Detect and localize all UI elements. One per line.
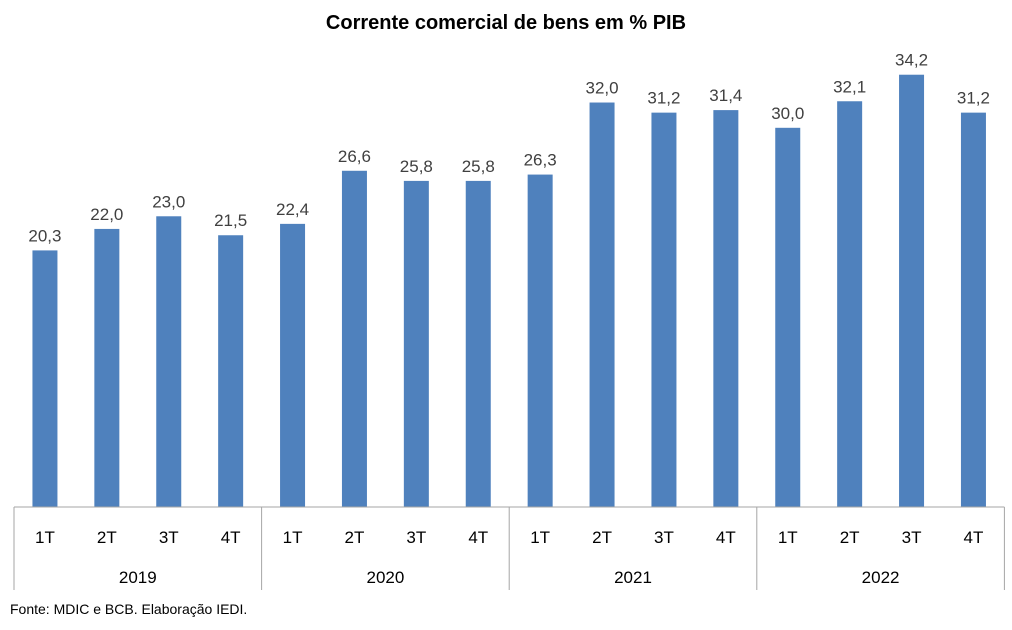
data-label: 34,2: [895, 51, 928, 70]
chart-title: Corrente comercial de bens em % PIB: [325, 12, 687, 34]
data-label: 31,4: [709, 86, 742, 105]
bar: [280, 223, 306, 508]
bars-layer: 20,3 22,0 23,0 21,5 22,4 26,6 25,8 25,8 26,3 32,0…: [28, 51, 990, 508]
data-label: 25,8: [400, 157, 433, 176]
tick-label: 3T: [406, 528, 426, 547]
category-axis: 1T 2T 3T 4T 2019 1T 2T 3T 4T 2020 1T 2T 3T 4T 2021 1T 2T…: [13, 506, 1005, 590]
tick-label: 3T: [159, 528, 179, 547]
tick-label: 4T: [221, 528, 241, 547]
data-label: 30,0: [771, 104, 804, 123]
group-label: 2020: [366, 568, 404, 587]
data-label: 32,0: [586, 79, 619, 98]
bar: [465, 180, 491, 507]
bar: [589, 102, 615, 508]
bar: [960, 112, 986, 507]
bar: [403, 180, 429, 507]
bar: [341, 170, 367, 508]
bar: [156, 216, 182, 508]
data-label: 31,2: [647, 89, 680, 108]
data-label: 22,0: [90, 205, 123, 224]
bar: [899, 74, 925, 507]
source-note: Fonte: MDIC e BCB. Elaboração IEDI.: [10, 601, 248, 617]
data-label: 26,3: [524, 151, 557, 170]
data-label: 22,4: [276, 200, 309, 219]
tick-label: 3T: [902, 528, 922, 547]
tick-label: 4T: [468, 528, 488, 547]
tick-label: 1T: [283, 528, 303, 547]
group-label: 2022: [862, 568, 900, 587]
tick-label: 2T: [97, 528, 117, 547]
tick-label: 4T: [964, 528, 984, 547]
data-label: 32,1: [833, 77, 866, 96]
bar: [218, 235, 244, 507]
tick-label: 4T: [716, 528, 736, 547]
tick-label: 2T: [840, 528, 860, 547]
tick-label: 1T: [35, 528, 55, 547]
bar: [651, 112, 677, 507]
bar: [775, 127, 801, 507]
bar: [32, 250, 58, 508]
data-label: 31,2: [957, 89, 990, 108]
data-label: 25,8: [462, 157, 495, 176]
data-label: 20,3: [28, 226, 61, 245]
data-label: 23,0: [152, 192, 185, 211]
group-label: 2019: [119, 568, 157, 587]
tick-label: 3T: [654, 528, 674, 547]
group-label: 2021: [614, 568, 652, 587]
tick-label: 2T: [592, 528, 612, 547]
tick-label: 1T: [778, 528, 798, 547]
bar: [94, 228, 120, 507]
data-label: 26,6: [338, 147, 371, 166]
tick-label: 1T: [530, 528, 550, 547]
bar-chart: 20,3 22,0 23,0 21,5 22,4 26,6 25,8 25,8 26,3 32,0…: [13, 51, 1005, 590]
bar: [837, 101, 863, 507]
tick-label: 2T: [345, 528, 365, 547]
bar: [713, 110, 739, 507]
data-label: 21,5: [214, 211, 247, 230]
bar: [527, 174, 553, 507]
